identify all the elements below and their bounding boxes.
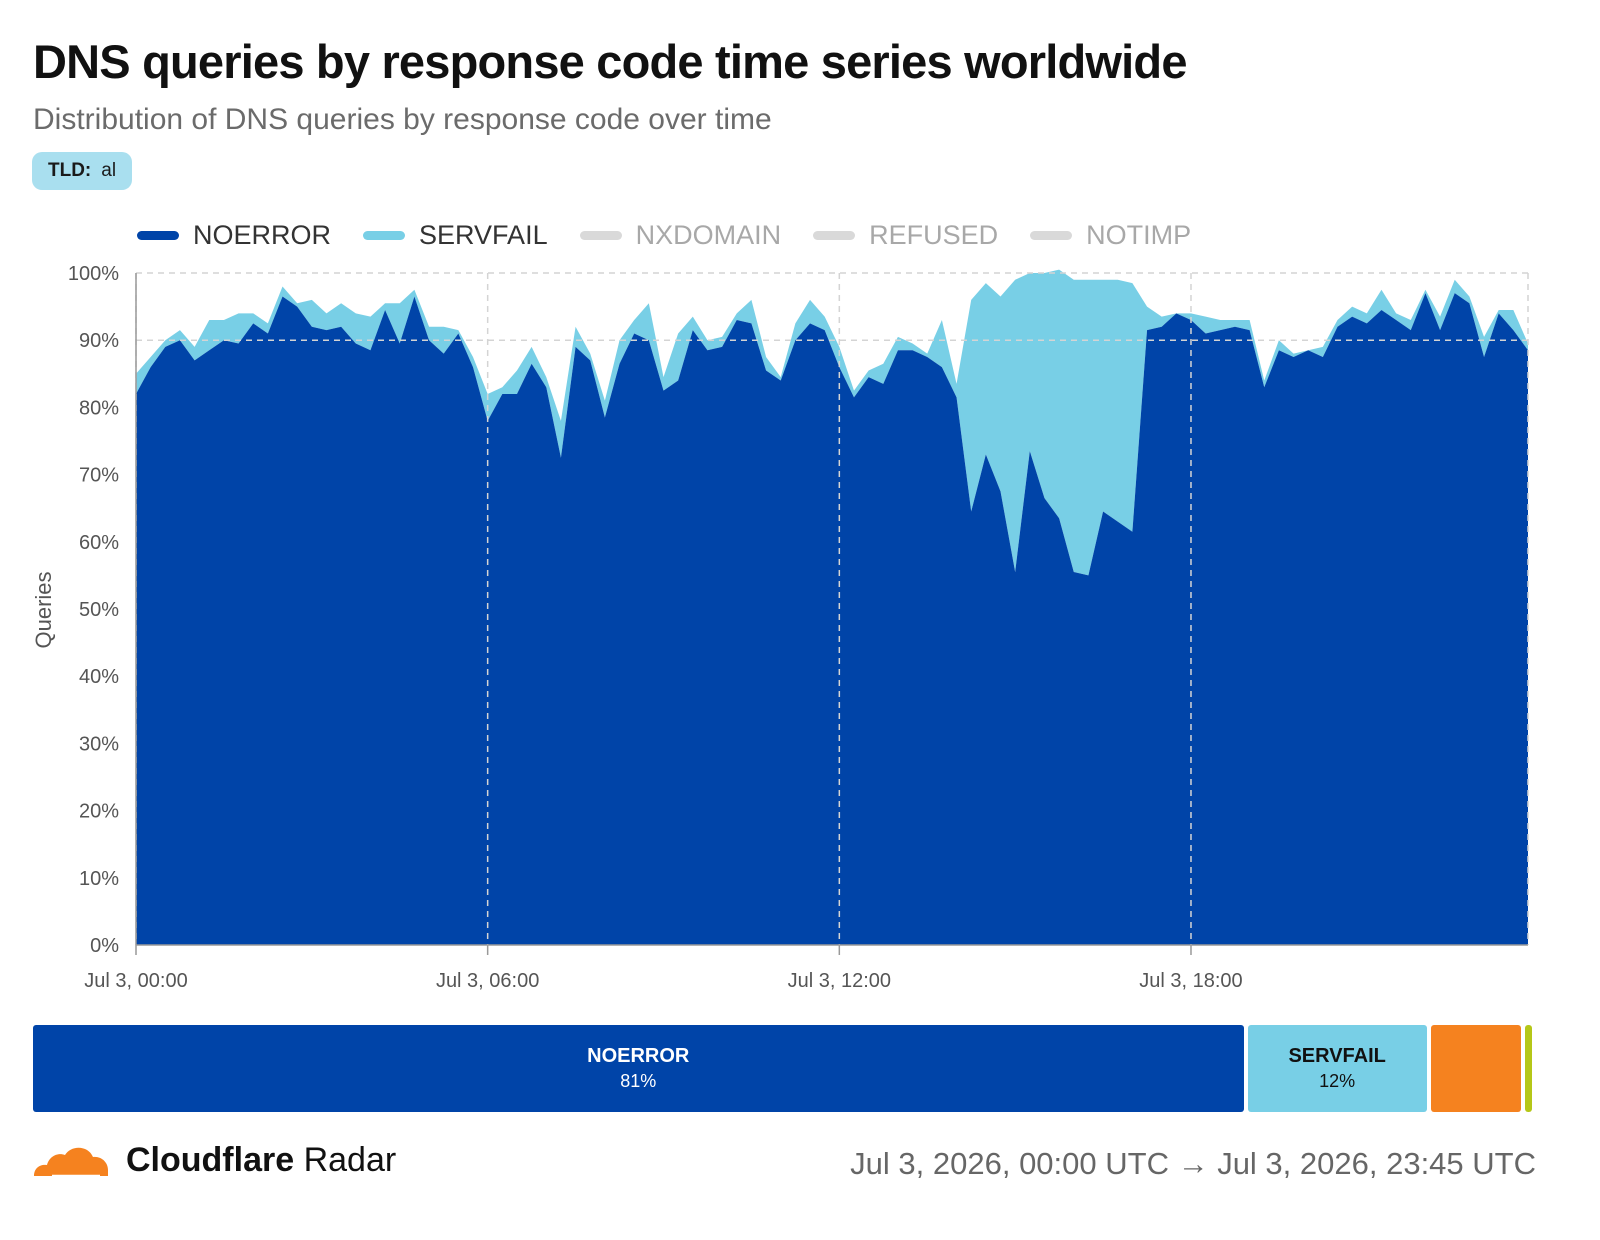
y-tick-label: 20% (79, 801, 119, 823)
legend-label: NOERROR (193, 220, 332, 250)
y-tick-label: 100% (68, 263, 119, 285)
y-tick-label: 40% (79, 666, 119, 688)
y-tick-label: 50% (79, 599, 119, 621)
share-segment (1524, 1025, 1532, 1112)
y-tick-label: 60% (79, 532, 119, 554)
legend-item-refused[interactable]: REFUSED (813, 220, 998, 251)
y-tick-label: 30% (79, 733, 119, 755)
brand: Cloudflare Radar (30, 1140, 396, 1180)
brand-name-rest: Radar (303, 1140, 397, 1179)
legend-label: NOTIMP (1086, 220, 1192, 250)
page-title: DNS queries by response code time series… (33, 35, 1187, 88)
x-tick-label: Jul 3, 12:00 (788, 970, 891, 992)
share-segment-servfail: SERVFAIL 12% (1247, 1025, 1427, 1112)
cloudflare-cloud-icon (34, 1147, 108, 1178)
y-tick-label: 10% (79, 868, 119, 890)
share-segment-name: NOERROR (587, 1045, 690, 1067)
page-subtitle: Distribution of DNS queries by response … (33, 103, 772, 136)
y-tick-label: 0% (90, 935, 119, 957)
date-range: Jul 3, 2026, 00:00 UTC → Jul 3, 2026, 23… (850, 1146, 1536, 1181)
brand-name: Cloudflare Radar (126, 1141, 396, 1180)
filter-tag-value: al (101, 160, 117, 181)
brand-name-bold: Cloudflare (126, 1140, 295, 1179)
legend-label: NXDOMAIN (635, 220, 782, 250)
legend-swatch (1030, 231, 1073, 240)
legend-label: REFUSED (869, 220, 999, 250)
legend-item-noerror[interactable]: NOERROR (137, 220, 331, 251)
legend-item-nxdomain[interactable]: NXDOMAIN (579, 220, 782, 251)
share-bar: NOERROR 81% SERVFAIL 12% (33, 1025, 1532, 1112)
legend-swatch (579, 231, 622, 240)
x-tick-label: Jul 3, 00:00 (84, 970, 187, 992)
y-tick-label: 80% (79, 397, 119, 419)
legend-swatch (363, 231, 406, 240)
share-segment-percent: 81% (620, 1071, 657, 1091)
legend-swatch (137, 231, 179, 240)
share-segment (1430, 1025, 1521, 1112)
filter-tag-tld[interactable]: TLD: al (32, 152, 133, 190)
area-chart: 0% 10% 20% 30% 40% 50% 60% 70% 80% 90% 100% Jul 3, … (31, 263, 1529, 992)
share-segment-name: SERVFAIL (1288, 1045, 1386, 1067)
x-tick-label: Jul 3, 06:00 (436, 970, 539, 992)
x-tick-label: Jul 3, 18:00 (1139, 970, 1242, 992)
share-segment-percent: 12% (1319, 1071, 1356, 1091)
y-tick-label: 70% (79, 465, 119, 487)
area-noerror (136, 293, 1528, 945)
legend-item-servfail[interactable]: SERVFAIL (363, 220, 548, 251)
chart-legend: NOERROR SERVFAIL NXDOMAIN REFUSED NOTIMP (137, 220, 1191, 251)
y-axis-label: Queries (31, 571, 56, 648)
y-tick-label: 90% (79, 330, 119, 352)
filter-tag-key: TLD: (48, 160, 92, 181)
legend-item-notimp[interactable]: NOTIMP (1030, 220, 1191, 251)
legend-label: SERVFAIL (419, 220, 548, 250)
share-segment-noerror: NOERROR 81% (33, 1025, 1244, 1112)
legend-swatch (813, 231, 856, 240)
